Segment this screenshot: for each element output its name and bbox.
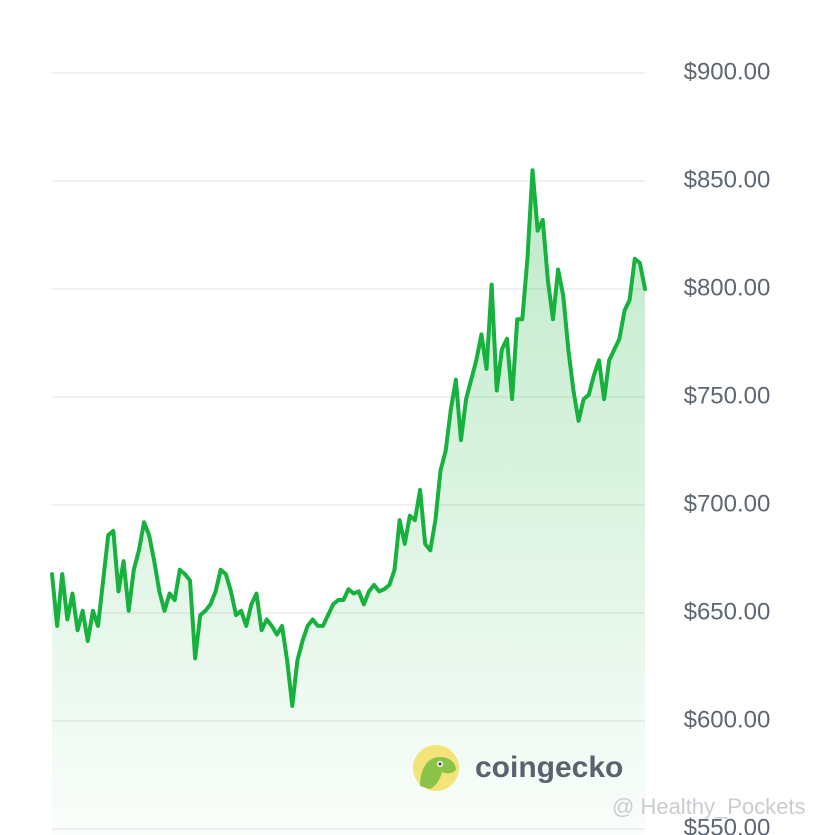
logo-gecko [420,757,456,789]
y-tick-label: $800.00 [684,274,771,301]
y-tick-label: $750.00 [684,382,771,409]
y-tick-label: $850.00 [684,166,771,193]
y-tick-label: $550.00 [684,814,771,835]
price-line [50,168,647,708]
y-tick-label: $600.00 [684,706,771,733]
logo-pupil [438,762,442,766]
y-tick-label: $900.00 [684,58,771,85]
watermark: @ Healthy_Pockets [612,794,806,819]
logo-text: coingecko [475,751,623,784]
area [52,170,645,835]
grid: $550.00 $600.00 $650.00 $700.00 $750.00 $800.… [52,58,770,835]
plot [50,168,647,835]
y-tick-label: $650.00 [684,598,771,625]
y-tick-label: $700.00 [684,490,771,517]
logo: coingecko [413,745,623,791]
